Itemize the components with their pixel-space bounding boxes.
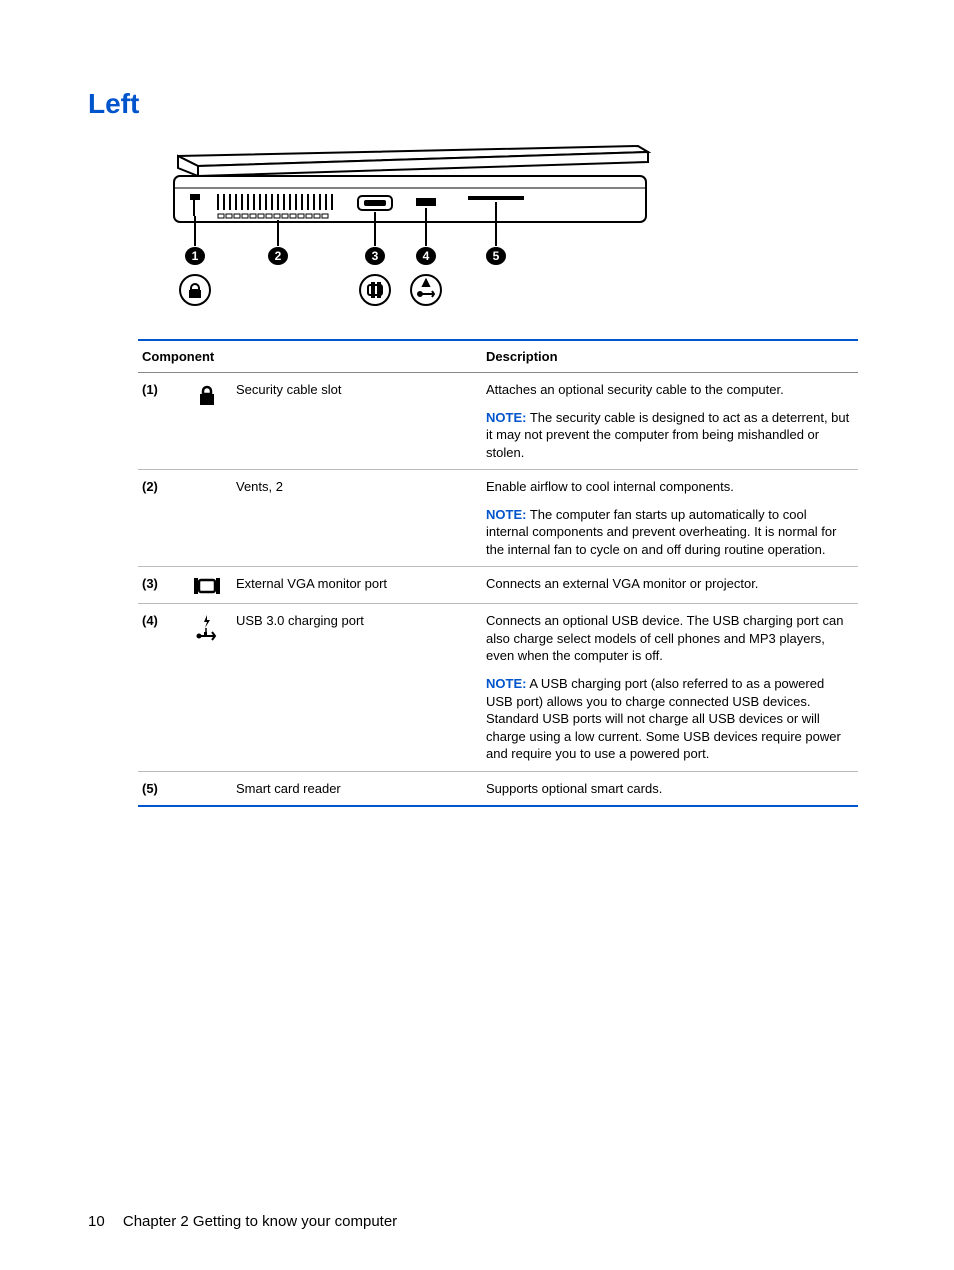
component-description: Supports optional smart cards. — [482, 771, 858, 806]
page-footer: 10 Chapter 2 Getting to know your comput… — [88, 1213, 397, 1230]
usb-charge-icon — [195, 614, 219, 642]
description-text: Attaches an optional security cable to t… — [486, 381, 850, 399]
header-description: Description — [482, 340, 858, 373]
description-text: Connects an optional USB device. The USB… — [486, 612, 850, 665]
table-row: (2) Vents, 2Enable airflow to cool intern… — [138, 470, 858, 567]
row-number: (1) — [138, 373, 186, 470]
row-icon — [186, 771, 232, 806]
row-number: (3) — [138, 567, 186, 604]
row-icon — [186, 373, 232, 470]
lock-icon — [197, 383, 217, 407]
component-name: Vents, 2 — [232, 470, 482, 567]
svg-text:2: 2 — [275, 249, 282, 263]
section-heading: Left — [88, 88, 866, 120]
component-name: Smart card reader — [232, 771, 482, 806]
svg-text:4: 4 — [423, 249, 430, 263]
svg-text:1: 1 — [192, 249, 199, 263]
svg-text:5: 5 — [493, 249, 500, 263]
description-text: Enable airflow to cool internal componen… — [486, 478, 850, 496]
row-icon — [186, 470, 232, 567]
row-icon — [186, 567, 232, 604]
row-number: (2) — [138, 470, 186, 567]
note-label: NOTE: — [486, 507, 526, 522]
component-description: Connects an optional USB device. The USB… — [482, 604, 858, 771]
note-text: NOTE: The security cable is designed to … — [486, 409, 850, 462]
component-name: Security cable slot — [232, 373, 482, 470]
component-name: External VGA monitor port — [232, 567, 482, 604]
table-row: (3) External VGA monitor portConnects an … — [138, 567, 858, 604]
table-row: (1) Security cable slotAttaches an option… — [138, 373, 858, 470]
component-description: Connects an external VGA monitor or proj… — [482, 567, 858, 604]
svg-text:3: 3 — [372, 249, 379, 263]
note-text: NOTE: The computer fan starts up automat… — [486, 506, 850, 559]
page-number: 10 — [88, 1213, 105, 1230]
component-description: Enable airflow to cool internal componen… — [482, 470, 858, 567]
row-icon — [186, 604, 232, 771]
laptop-left-side-diagram: 1 2 3 4 5 — [138, 138, 866, 323]
header-component: Component — [138, 340, 482, 373]
note-text: NOTE: A USB charging port (also referred… — [486, 675, 850, 763]
component-name: USB 3.0 charging port — [232, 604, 482, 771]
row-number: (4) — [138, 604, 186, 771]
chapter-label: Chapter 2 Getting to know your computer — [123, 1213, 397, 1230]
description-text: Connects an external VGA monitor or proj… — [486, 575, 850, 593]
note-label: NOTE: — [486, 410, 526, 425]
table-row: (5) Smart card readerSupports optional sm… — [138, 771, 858, 806]
component-description: Attaches an optional security cable to t… — [482, 373, 858, 470]
note-label: NOTE: — [486, 676, 526, 691]
row-number: (5) — [138, 771, 186, 806]
table-row: (4) USB 3.0 charging portConnects an opti… — [138, 604, 858, 771]
description-text: Supports optional smart cards. — [486, 780, 850, 798]
vga-icon — [193, 577, 221, 595]
components-table: Component Description (1) Security cable … — [138, 339, 858, 807]
